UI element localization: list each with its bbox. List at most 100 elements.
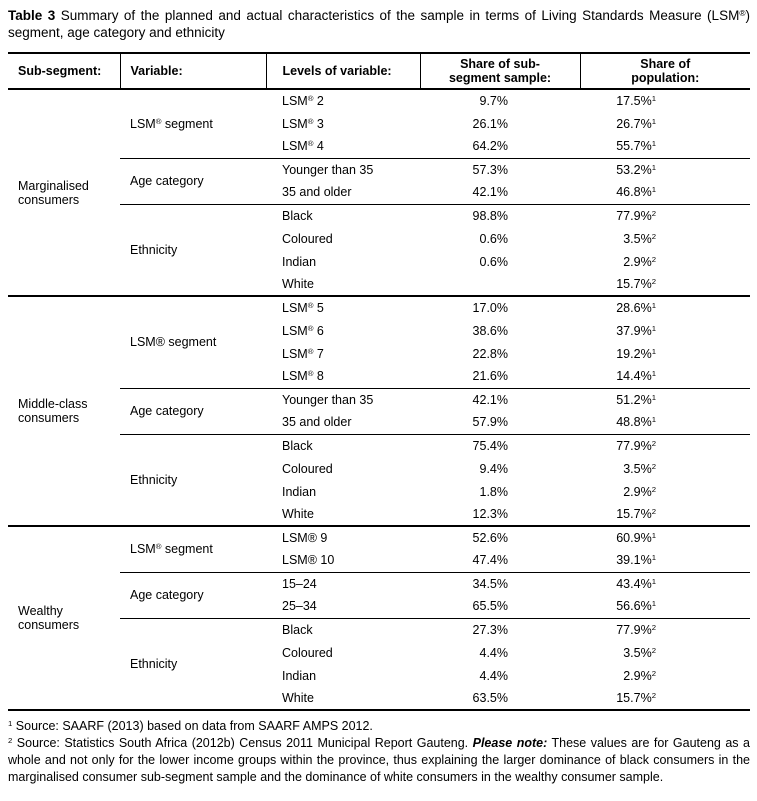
table-row: 25–34 65.5% 56.6%1 bbox=[8, 595, 750, 618]
share-population-cell: 53.2%1 bbox=[580, 157, 750, 181]
level-cell: LSM® 6 bbox=[282, 323, 324, 338]
level-cell: Coloured bbox=[282, 461, 333, 476]
sample-characteristics-table: Sub-segment: Variable: Levels of variabl… bbox=[8, 52, 750, 711]
share-sample-cell: 57.9% bbox=[472, 415, 508, 430]
variable-cell: LSM® segment bbox=[130, 335, 217, 350]
superscript: 2 bbox=[651, 645, 656, 655]
share-sample-cell: 52.6% bbox=[472, 531, 508, 545]
superscript: 1 bbox=[651, 531, 656, 541]
superscript: 1 bbox=[651, 162, 656, 172]
table-row: LSM® 6 38.6% 37.9%1 bbox=[8, 319, 750, 342]
level-cell: LSM® 3 bbox=[282, 116, 324, 131]
footnote-emphasis: Please note: bbox=[472, 736, 548, 750]
variable-cell: Ethnicity bbox=[120, 203, 266, 296]
share-population-cell: 26.7%1 bbox=[616, 116, 656, 131]
variable-cell: LSM® segment bbox=[130, 542, 213, 557]
share-sample-cell: 75.4% bbox=[420, 433, 580, 457]
table-row: White 12.3% 15.7%2 bbox=[8, 503, 750, 526]
share-sample-cell: 9.4% bbox=[479, 461, 509, 476]
level-cell: White bbox=[282, 277, 314, 291]
superscript: 1 bbox=[651, 346, 656, 356]
table-row: Ethnicity Black 27.3% 77.9%2 bbox=[8, 617, 750, 710]
level-cell: LSM® 9 bbox=[282, 531, 328, 545]
share-population-cell: 19.2%1 bbox=[616, 346, 656, 361]
level-cell: LSM® 4 bbox=[282, 139, 324, 154]
level-cell: White bbox=[282, 691, 314, 705]
table-row: White 15.7%2 bbox=[8, 273, 750, 296]
table-row: Coloured 4.4% 3.5%2 bbox=[8, 641, 750, 664]
footnotes: 1 Source: SAARF (2013) based on data fro… bbox=[8, 718, 750, 786]
superscript: 2 bbox=[651, 254, 656, 264]
share-sample-cell: 4.4% bbox=[479, 668, 509, 683]
variable-cell: Age category bbox=[120, 387, 266, 434]
share-population-cell: 77.9%2 bbox=[580, 203, 750, 227]
table-row: Middle-class consumers LSM® segment LSM® 5… bbox=[8, 296, 750, 425]
level-cell: Coloured bbox=[282, 231, 333, 246]
table-row: Indian 4.4% 2.9%2 bbox=[8, 664, 750, 687]
share-population-cell: 43.4%1 bbox=[580, 571, 750, 595]
share-sample-cell: 63.5% bbox=[472, 691, 508, 705]
superscript: 2 bbox=[651, 507, 656, 517]
level-cell: Indian bbox=[282, 254, 317, 269]
header-share-population: Share of population: bbox=[579, 52, 750, 90]
superscript: ® bbox=[307, 139, 314, 149]
table-row: Marginalised consumers LSM® segment LSM® 2… bbox=[8, 89, 750, 207]
table-row: LSM® 10 47.4% 39.1%1 bbox=[8, 549, 750, 572]
share-population-cell: 2.9%2 bbox=[623, 484, 656, 499]
level-cell: Coloured bbox=[282, 645, 333, 660]
superscript: 2 bbox=[651, 461, 656, 471]
footnote-marker: 2 bbox=[8, 736, 13, 746]
share-sample-cell: 64.2% bbox=[472, 139, 508, 154]
level-cell: Indian bbox=[282, 484, 317, 499]
share-sample-cell: 1.8% bbox=[479, 484, 509, 499]
header-row: Sub-segment: Variable: Levels of variabl… bbox=[8, 52, 750, 90]
share-population-cell: 56.6%1 bbox=[616, 599, 656, 614]
superscript: 2 bbox=[651, 231, 656, 241]
share-sample-cell: 22.8% bbox=[472, 346, 508, 361]
header-levels-of-variable: Levels of variable: bbox=[265, 52, 420, 90]
share-population-cell: 51.2%1 bbox=[580, 387, 750, 411]
variable-cell: Ethnicity bbox=[120, 617, 266, 710]
share-sample-cell bbox=[420, 273, 580, 296]
variable-cell: Ethnicity bbox=[120, 433, 266, 526]
share-population-cell: 77.9%2 bbox=[580, 433, 750, 457]
share-sample-cell: 38.6% bbox=[472, 323, 508, 338]
table-caption-text: Summary of the planned and actual charac… bbox=[8, 7, 750, 40]
level-cell: LSM® 10 bbox=[282, 553, 335, 568]
table-header: Sub-segment: Variable: Levels of variabl… bbox=[8, 52, 750, 90]
header-share-sub-segment-sample: Share of sub- segment sample: bbox=[419, 52, 580, 90]
share-population-cell: 37.9%1 bbox=[616, 323, 656, 338]
share-sample-cell: 17.0% bbox=[472, 301, 508, 315]
header-variable: Variable: bbox=[119, 52, 266, 90]
superscript: ® bbox=[307, 94, 314, 104]
table-row: LSM® 4 64.2% 55.7%1 bbox=[8, 135, 750, 158]
level-cell: 15–24 bbox=[266, 571, 420, 595]
level-cell: LSM® 2 bbox=[282, 94, 324, 108]
level-cell: White bbox=[282, 507, 314, 521]
superscript: 1 bbox=[651, 576, 656, 586]
table-row: Indian 0.6% 2.9%2 bbox=[8, 250, 750, 273]
table-row: LSM® 3 26.1% 26.7%1 bbox=[8, 112, 750, 135]
level-cell: LSM® 8 bbox=[282, 369, 324, 384]
share-sample-cell: 98.8% bbox=[420, 203, 580, 227]
footnote-marker: 1 bbox=[8, 719, 13, 729]
share-sample-cell: 42.1% bbox=[420, 387, 580, 411]
table-row: LSM® 8 21.6% 14.4%1 bbox=[8, 365, 750, 388]
level-cell: 25–34 bbox=[282, 599, 317, 614]
superscript: ® bbox=[307, 346, 314, 356]
superscript: 2 bbox=[651, 668, 656, 678]
level-cell: Younger than 35 bbox=[266, 387, 420, 411]
share-sample-cell: 27.3% bbox=[420, 617, 580, 641]
table-row: Ethnicity Black 75.4% 77.9%2 bbox=[8, 433, 750, 526]
share-population-cell: 60.9%1 bbox=[616, 531, 656, 545]
level-cell: Black bbox=[266, 617, 420, 641]
share-sample-cell: 26.1% bbox=[472, 116, 508, 131]
superscript: 2 bbox=[651, 208, 656, 218]
section-wealthy-consumers: Wealthy consumers LSM® segment LSM® 9 52.6%… bbox=[8, 526, 750, 710]
superscript: 1 bbox=[651, 392, 656, 402]
share-population-cell: 77.9%2 bbox=[580, 617, 750, 641]
footnote-1: 1 Source: SAARF (2013) based on data fro… bbox=[8, 719, 373, 733]
share-population-cell: 2.9%2 bbox=[623, 668, 656, 683]
table-caption-label: Table 3 bbox=[8, 8, 56, 23]
level-cell: LSM® 7 bbox=[282, 346, 324, 361]
